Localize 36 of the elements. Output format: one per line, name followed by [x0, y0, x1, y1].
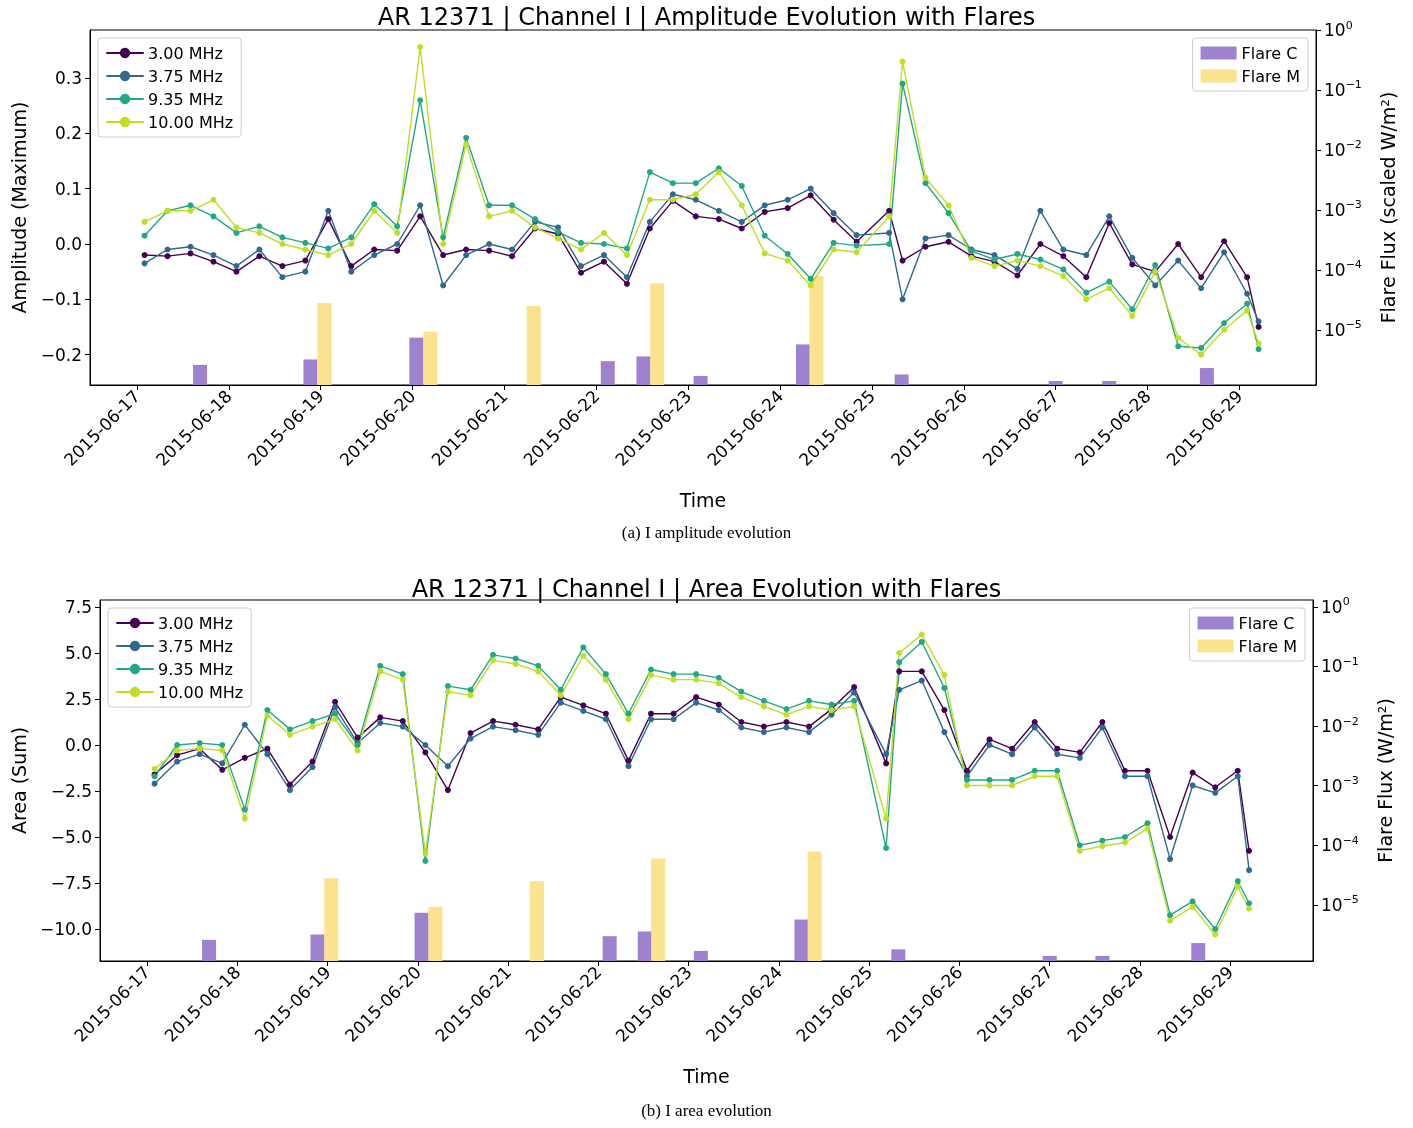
- y-tick-label: 0.2: [54, 123, 82, 144]
- y-axis-title: Amplitude (Maximum): [7, 101, 30, 314]
- y-tick-label: −0.2: [40, 344, 82, 365]
- legend-label: 10.00 MHz: [148, 112, 234, 132]
- y2-axis-title: Flare Flux (scaled W/m²): [1376, 91, 1399, 324]
- text: (a) I amplitude evolution: [621, 523, 792, 542]
- legend-label: 9.35 MHz: [158, 659, 233, 679]
- y-tick-label: −2.5: [50, 780, 92, 801]
- y-tick-label: 0.0: [54, 234, 82, 254]
- y-tick-label: 0.3: [54, 68, 82, 89]
- y2-axis-title: Flare Flux (W/m²): [1373, 698, 1396, 863]
- y-tick-label: 0.1: [54, 178, 82, 199]
- y-tick-label: 0.0: [64, 734, 92, 755]
- y-tick-label: −5.0: [50, 826, 92, 847]
- legend-label: 3.00 MHz: [158, 613, 233, 633]
- y-tick-label: 5.0: [64, 642, 92, 663]
- legend-label: Flare M: [1241, 66, 1301, 86]
- legend-label: 9.35 MHz: [148, 89, 223, 109]
- legend-label: Flare M: [1238, 636, 1298, 656]
- legend-label: 3.75 MHz: [148, 66, 223, 86]
- y-axis-title: Area (Sum): [7, 726, 30, 835]
- legend-label: 3.75 MHz: [158, 636, 233, 656]
- legend-label: 10.00 MHz: [158, 682, 244, 702]
- y-tick-label: −0.1: [40, 289, 82, 310]
- chart-title: AR 12371 | Channel I | Amplitude Evolution with Flares: [377, 3, 1036, 31]
- x-axis-title: Time: [678, 488, 727, 511]
- y-tick-label: 7.5: [64, 596, 92, 617]
- legend-label: Flare C: [1238, 613, 1295, 633]
- chart-title: AR 12371 | Channel I | Area Evolution with Flares: [411, 575, 1002, 603]
- x-axis-title: Time: [682, 1064, 730, 1087]
- y-tick-label: −7.5: [50, 872, 92, 893]
- y-tick-label: −10.0: [39, 918, 92, 939]
- legend-label: 3.00 MHz: [148, 43, 223, 63]
- legend-label: Flare C: [1241, 43, 1298, 63]
- text: (b) I area evolution: [641, 1101, 773, 1120]
- y-tick-label: 2.5: [64, 688, 92, 709]
